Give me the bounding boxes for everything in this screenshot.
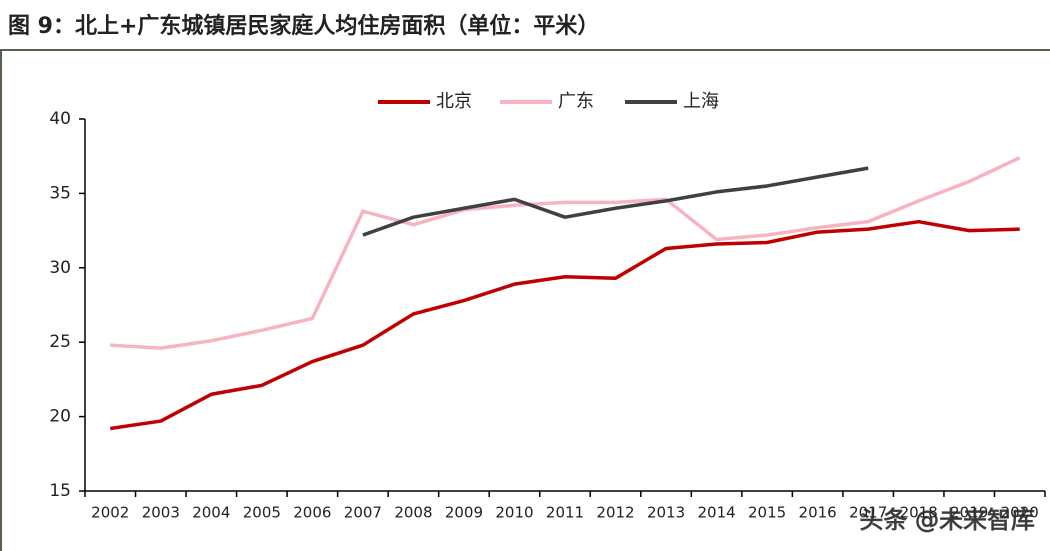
x-tick-label: 2013 [647,504,685,522]
y-tick-label: 20 [49,407,71,427]
y-tick-label: 30 [49,258,71,278]
x-tick-label: 2008 [394,504,432,522]
y-tick-label: 25 [49,332,71,352]
x-tick-label: 2018 [900,504,938,522]
watermark: 头条 @未来智库 [859,506,1035,534]
x-tick-label: 2011 [546,504,584,522]
x-tick-label: 2007 [344,504,382,522]
legend-label: 广东 [558,91,594,112]
x-tick-label: 2002 [91,504,129,522]
x-tick-label: 2016 [799,504,837,522]
x-tick-label: 2005 [243,504,281,522]
y-tick-label: 15 [49,481,71,501]
y-tick-label: 35 [49,183,71,203]
x-tick-label: 2004 [192,504,230,522]
chart-title: 图 9：北上+广东城镇居民家庭人均住房面积（单位：平米） [8,13,599,39]
line-series [110,219,1020,431]
x-tick-label: 2020 [1001,504,1039,522]
legend-label: 北京 [436,91,472,112]
legend-label: 上海 [683,91,719,112]
x-tick-label: 2014 [697,504,735,522]
x-tick-label: 2009 [445,504,483,522]
line-series [110,156,1021,350]
x-tick-label: 2010 [495,504,533,522]
x-tick-label: 2019 [950,504,988,522]
y-tick-label: 40 [49,109,71,129]
x-tick-label: 2003 [142,504,180,522]
line-series [362,166,869,237]
x-tick-label: 2006 [293,504,331,522]
x-tick-label: 2017 [849,504,887,522]
x-tick-label: 2012 [596,504,634,522]
x-tick-label: 2015 [748,504,786,522]
